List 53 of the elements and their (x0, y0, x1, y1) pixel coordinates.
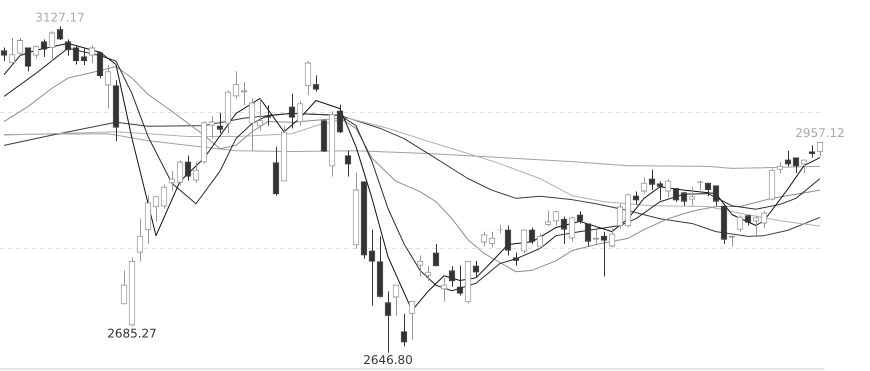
candlestick (424, 265, 432, 282)
candlestick (536, 233, 544, 250)
candlestick (600, 231, 608, 277)
candlestick (120, 270, 128, 305)
candlestick (384, 290, 392, 354)
candlestick (368, 229, 376, 306)
candlestick (672, 188, 680, 202)
annotation: 2685.27 (107, 326, 157, 341)
candlestick (232, 70, 240, 99)
candlestick (576, 210, 584, 224)
annotation: 2957.12 (795, 126, 845, 140)
candlestick (784, 150, 792, 167)
candlestick (736, 214, 744, 232)
candlestick (520, 229, 528, 254)
candlestick (408, 300, 416, 340)
annotation: 2646.80 (363, 352, 413, 367)
candlestick (504, 225, 512, 256)
candlestick (136, 218, 144, 262)
candlestick (608, 228, 616, 248)
candlestick (256, 98, 264, 131)
annotation: 3127.17 (35, 10, 85, 24)
candlestick (304, 60, 312, 96)
candlestick (560, 216, 568, 244)
candlestick (440, 278, 448, 302)
candlestick (296, 100, 304, 126)
candlestick (760, 210, 768, 229)
candlestick (0, 46, 8, 62)
candlestick (184, 155, 192, 182)
candlestick (584, 222, 592, 248)
candlestick (400, 313, 408, 347)
candlestick (704, 182, 712, 197)
candlestick (656, 180, 664, 201)
candlestick (592, 226, 600, 246)
candlestick (312, 74, 320, 92)
candlestick (392, 284, 400, 316)
candlestick (24, 46, 32, 72)
candlestick (168, 170, 176, 192)
candlestick (544, 210, 552, 227)
candlestick (16, 37, 24, 56)
candlestick (344, 150, 352, 178)
candlestick (512, 252, 520, 266)
candlestick (568, 216, 576, 242)
candlestick (616, 203, 624, 229)
candlestick (528, 227, 536, 244)
candlestick (664, 178, 672, 198)
candlestick (472, 260, 480, 278)
candlestick (488, 231, 496, 248)
candlestick (632, 191, 640, 205)
candlestick (176, 160, 184, 186)
candlestick (432, 243, 440, 267)
candlestick (48, 30, 56, 62)
candlestick (96, 51, 104, 79)
candlestick (160, 184, 168, 210)
